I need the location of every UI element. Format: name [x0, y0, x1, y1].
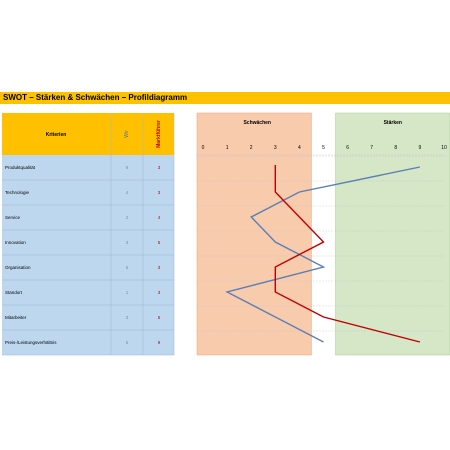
- x-tick-label: 3: [274, 145, 277, 151]
- marktfuehrer-value: 5: [158, 240, 161, 245]
- wir-value: 2: [126, 215, 129, 220]
- marktfuehrer-value: 3: [158, 265, 161, 270]
- wir-value: 5: [126, 340, 129, 345]
- marktfuehrer-value: 9: [158, 340, 161, 345]
- strong-zone: [335, 112, 450, 356]
- marktfuehrer-value: 3: [158, 290, 161, 295]
- marktfuehrer-value: 5: [158, 315, 161, 320]
- category-label: Innovation: [5, 240, 26, 245]
- zone-label-staerken: Stärken: [384, 120, 402, 126]
- x-tick-label: 4: [298, 145, 301, 151]
- header-criteria: Kriterien: [46, 132, 67, 138]
- wir-value: 5: [126, 265, 129, 270]
- category-label: Produktqualität: [5, 165, 36, 170]
- x-tick-label: 5: [322, 145, 325, 151]
- x-tick-label: 8: [394, 145, 397, 151]
- weak-zone: [196, 112, 312, 356]
- x-tick-label: 10: [441, 145, 447, 151]
- wir-value: 4: [126, 190, 129, 195]
- x-tick-label: 7: [370, 145, 373, 151]
- marktfuehrer-value: 4: [158, 215, 161, 220]
- x-tick-label: 1: [226, 145, 229, 151]
- table-header-bg: [2, 113, 174, 155]
- wir-value: 1: [126, 290, 129, 295]
- x-tick-label: 2: [250, 145, 253, 151]
- category-label: Standort: [5, 290, 23, 295]
- wir-value: 3: [126, 240, 129, 245]
- x-tick-label: 6: [346, 145, 349, 151]
- page-title: SWOT – Stärken & Schwächen – Profildiagr…: [0, 92, 450, 104]
- wir-value: 3: [126, 315, 129, 320]
- x-tick-label: 0: [202, 145, 205, 151]
- series-line-marktfuehrer: [274, 165, 421, 343]
- category-label: Preis-/Leistungsverhältnis: [5, 340, 57, 345]
- category-label: Technologie: [5, 190, 30, 195]
- wir-value: 9: [126, 165, 129, 170]
- zone-label-schwaechen: Schwächen: [243, 120, 271, 126]
- category-label: Service: [5, 215, 21, 220]
- category-label: Mitarbeiter: [5, 315, 27, 320]
- header-wir: Wir: [124, 130, 130, 138]
- marktfuehrer-value: 3: [158, 190, 161, 195]
- header-marktfuehrer: Marktführer: [156, 120, 162, 148]
- category-label: Organisation: [5, 265, 31, 270]
- marktfuehrer-value: 3: [158, 165, 161, 170]
- x-tick-label: 9: [419, 145, 422, 151]
